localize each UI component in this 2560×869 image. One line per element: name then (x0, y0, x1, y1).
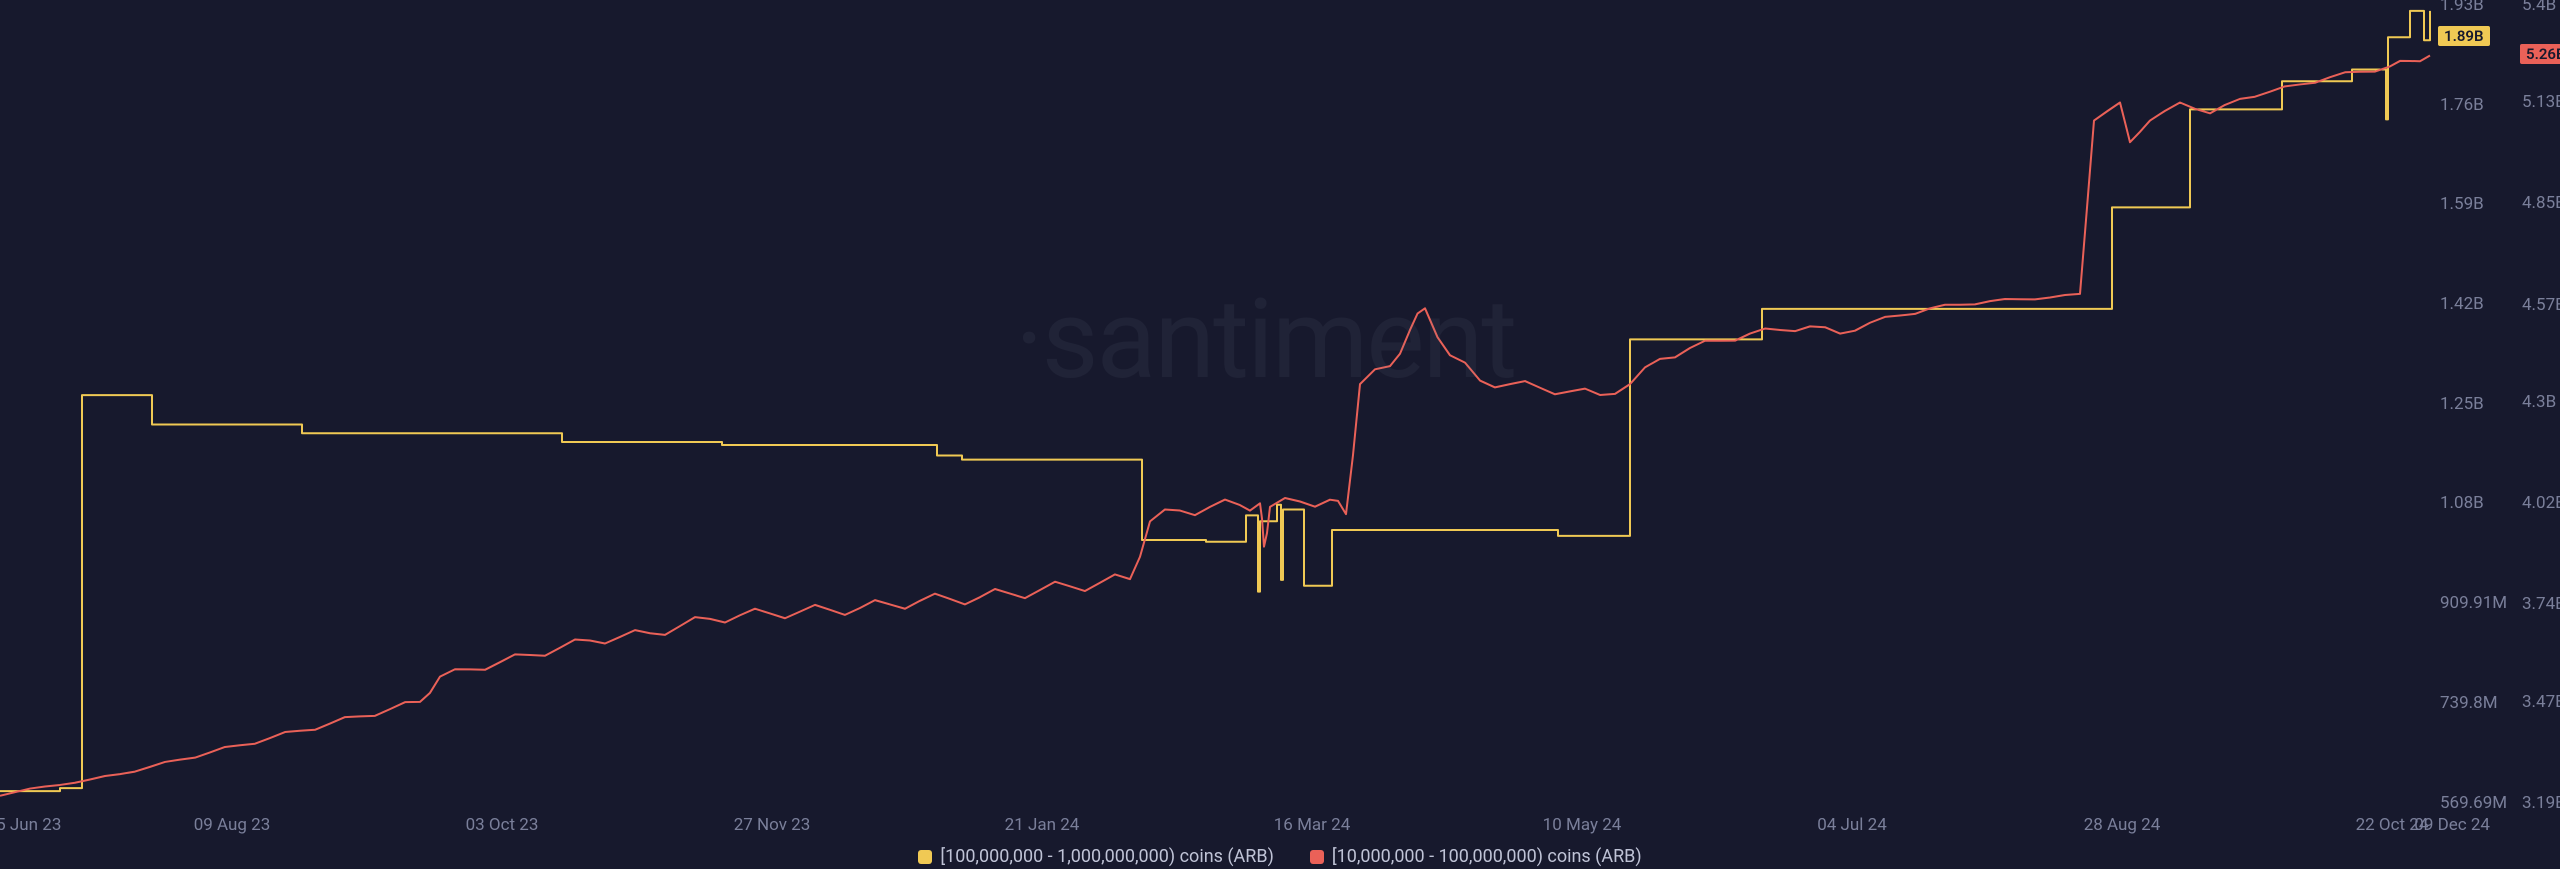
legend-swatch (1310, 850, 1324, 864)
x-tick-label: 09 Aug 23 (194, 815, 271, 835)
legend-item[interactable]: [100,000,000 - 1,000,000,000) coins (ARB… (918, 846, 1274, 867)
y-tick-label: 4.02B (2522, 493, 2560, 513)
y-tick-label: 1.08B (2440, 493, 2484, 513)
y-tick-label: 4.57B (2522, 295, 2560, 315)
legend-label: [100,000,000 - 1,000,000,000) coins (ARB… (940, 846, 1274, 867)
y-tick-label: 5.4B (2522, 0, 2556, 15)
y-tick-label: 1.59B (2440, 194, 2484, 214)
x-tick-label: 28 Aug 24 (2084, 815, 2161, 835)
chart-container: ·santiment 1.93B1.76B1.59B1.42B1.25B1.08… (0, 0, 2560, 867)
x-tick-label: 03 Oct 23 (466, 815, 539, 835)
x-tick-label: 27 Nov 23 (734, 815, 811, 835)
value-badge: 1.89B (2438, 26, 2490, 46)
y-tick-label: 1.76B (2440, 95, 2484, 115)
legend-swatch (918, 850, 932, 864)
y-tick-label: 1.93B (2440, 0, 2484, 15)
y-tick-label: 1.42B (2440, 294, 2484, 314)
x-tick-label: 21 Jan 24 (1005, 815, 1080, 835)
y-tick-label: 3.47B (2522, 692, 2560, 712)
x-tick-label: 04 Jul 24 (1817, 815, 1887, 835)
series-red (0, 56, 2430, 796)
y-tick-label: 3.74B (2522, 594, 2560, 614)
x-tick-label: 10 May 24 (1543, 815, 1622, 835)
y-tick-label: 909.91M (2440, 593, 2507, 613)
series-yellow (0, 11, 2430, 791)
y-tick-label: 739.8M (2440, 693, 2498, 713)
legend-item[interactable]: [10,000,000 - 100,000,000) coins (ARB) (1310, 846, 1642, 867)
y-tick-label: 3.19B (2522, 793, 2560, 813)
y-tick-label: 1.25B (2440, 394, 2484, 414)
x-tick-label: 16 Mar 24 (1274, 815, 1351, 835)
x-tick-label: 15 Jun 23 (0, 815, 61, 835)
legend-label: [10,000,000 - 100,000,000) coins (ARB) (1332, 846, 1642, 867)
y-tick-label: 569.69M (2440, 793, 2507, 813)
y-tick-label: 5.13B (2522, 92, 2560, 112)
chart-svg (0, 0, 2560, 867)
x-tick-label: 09 Dec 24 (2414, 815, 2490, 835)
y-tick-label: 4.85B (2522, 193, 2560, 213)
legend: [100,000,000 - 1,000,000,000) coins (ARB… (0, 846, 2560, 869)
value-badge: 5.26B (2520, 44, 2560, 64)
y-tick-label: 4.3B (2522, 392, 2556, 412)
